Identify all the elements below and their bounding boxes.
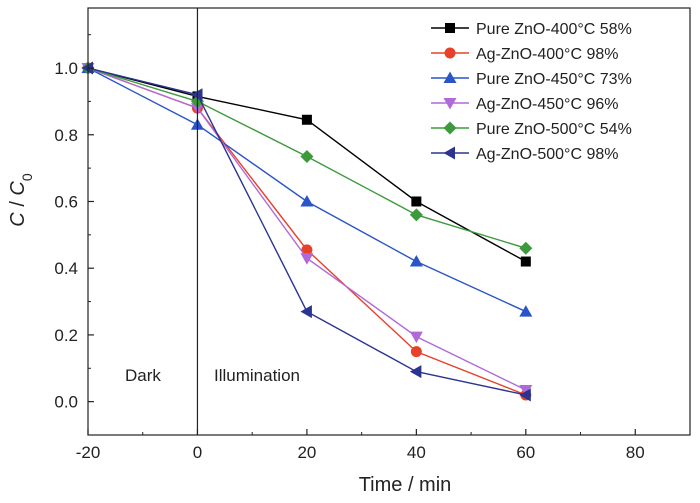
legend-label: Ag-ZnO-400°C 98% (476, 46, 618, 63)
legend-item: Ag-ZnO-500°C 98% (431, 146, 618, 163)
legend-item: Pure ZnO-400°C 58% (431, 21, 632, 38)
y-tick-label: 0.2 (54, 326, 78, 345)
y-tick-label: 0.6 (54, 192, 78, 211)
data-point (519, 305, 533, 317)
legend-label: Ag-ZnO-500°C 98% (476, 146, 618, 163)
plot-layer (81, 61, 533, 402)
legend-marker (443, 71, 457, 83)
x-tick-label: -20 (76, 443, 101, 462)
x-tick-label: 20 (297, 443, 316, 462)
legend-marker (444, 47, 456, 59)
data-point (300, 194, 314, 207)
legend-marker (443, 146, 455, 160)
data-point (300, 253, 314, 265)
legend-label: Pure ZnO-500°C 54% (476, 121, 632, 138)
data-point (300, 149, 314, 163)
data-point (300, 305, 312, 319)
series-group (81, 61, 533, 317)
legend-marker (443, 98, 457, 110)
data-point (409, 331, 423, 344)
x-tick-label: 0 (193, 443, 202, 462)
data-point (519, 388, 531, 402)
x-tick-label: 40 (407, 443, 426, 462)
data-point (410, 346, 422, 358)
data-point (81, 61, 93, 75)
y-axis-title-subscript: 0 (19, 173, 35, 181)
series-line (87, 67, 527, 313)
legend: Pure ZnO-400°C 58% Ag-ZnO-400°C 98% Pure Z… (431, 21, 632, 163)
y-tick-label: 0.0 (54, 393, 78, 412)
illumination-region-label: Illumination (214, 366, 300, 385)
data-point (409, 255, 423, 267)
data-point (301, 244, 313, 256)
data-point (519, 241, 533, 255)
y-axis-title-separator: / (7, 196, 29, 213)
y-axis-title: C / C0 (7, 173, 35, 227)
data-point (409, 365, 422, 379)
data-point (301, 114, 312, 125)
legend-label: Pure ZnO-400°C 58% (476, 21, 632, 38)
legend-label: Ag-ZnO-450°C 96% (476, 96, 618, 113)
data-point (190, 88, 203, 102)
series-line (87, 67, 527, 263)
series-group (83, 63, 531, 267)
dark-region-label: Dark (125, 366, 161, 385)
legend-item: Pure ZnO-500°C 54% (431, 121, 632, 138)
data-point (520, 256, 531, 267)
axes-layer: -20 0 20 40 60 80 0.0 0.2 0.4 0.6 0.8 1.0 (54, 7, 691, 462)
data-point (519, 384, 533, 397)
y-axis-title-sub-base: C (7, 181, 29, 196)
data-point (409, 208, 423, 222)
x-tick-label: 80 (626, 443, 645, 462)
y-tick-label: 0.8 (54, 126, 78, 145)
x-tick-label: 60 (516, 443, 535, 462)
legend-item: Ag-ZnO-400°C 98% (431, 46, 618, 63)
y-tick-label: 0.4 (54, 259, 78, 278)
legend-label: Pure ZnO-450°C 73% (476, 71, 632, 88)
legend-marker (443, 121, 457, 135)
series-group (81, 61, 531, 402)
legend-marker (445, 23, 455, 33)
series-group (82, 62, 532, 401)
y-axis-title-main: C (7, 212, 29, 227)
x-axis-title: Time / min (359, 474, 452, 496)
legend-item: Ag-ZnO-450°C 96% (431, 96, 618, 113)
data-point (411, 196, 422, 207)
plot-frame (87, 7, 691, 436)
y-tick-label: 1.0 (54, 59, 78, 78)
legend-item: Pure ZnO-450°C 73% (431, 71, 632, 88)
